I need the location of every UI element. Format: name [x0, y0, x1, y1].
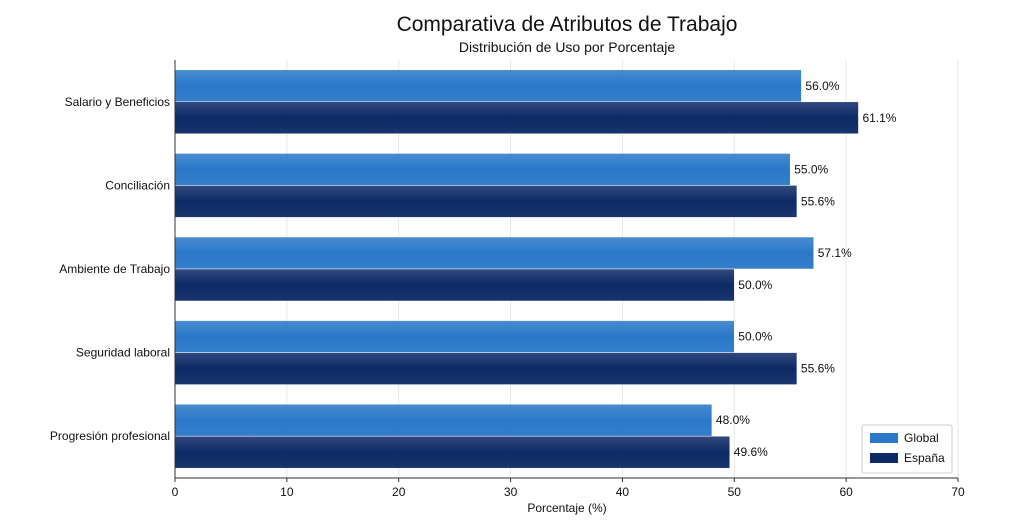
chart-subtitle: Distribución de Uso por Porcentaje [459, 39, 676, 55]
data-label: 55.0% [794, 162, 828, 176]
data-label: 61.1% [862, 111, 896, 125]
bars-layer [174, 69, 859, 469]
category-label: Salario y Beneficios [65, 95, 170, 109]
x-tick-label: 50 [728, 485, 742, 499]
legend: Global España [861, 424, 953, 474]
category-label: Progresión profesional [50, 429, 170, 443]
bar-espa-a-2 [174, 268, 735, 302]
legend-label: Global [904, 431, 939, 445]
bar-espa-a-4 [174, 435, 731, 469]
labels-layer: 56.0% 61.1% Salario y Beneficios 55.0% 55.6%… [50, 79, 897, 459]
bar-espa-a-1 [174, 185, 798, 218]
bar-espa-a-0 [174, 101, 859, 135]
category-label: Ambiente de Trabajo [59, 262, 170, 276]
data-label: 56.0% [805, 79, 839, 93]
x-tick-label: 40 [616, 485, 630, 499]
axes-layer: 0 10 20 30 40 50 60 70 [172, 60, 965, 499]
category-label: Seguridad laboral [76, 346, 170, 360]
bar-global-0 [174, 69, 802, 103]
x-tick-label: 0 [172, 485, 179, 499]
data-label: 57.1% [818, 246, 852, 260]
data-label: 50.0% [738, 330, 772, 344]
bar-global-1 [174, 153, 791, 186]
bar-global-4 [174, 403, 713, 437]
data-label: 49.6% [734, 445, 768, 459]
data-label: 50.0% [738, 278, 772, 292]
x-tick-label: 30 [504, 485, 518, 499]
bar-global-3 [174, 320, 735, 353]
x-tick-label: 20 [392, 485, 406, 499]
x-axis-label: Porcentaje (%) [527, 501, 606, 515]
x-tick-label: 60 [839, 485, 853, 499]
x-tick-label: 10 [280, 485, 294, 499]
bar-global-2 [174, 236, 814, 270]
data-label: 48.0% [716, 413, 750, 427]
data-label: 55.6% [801, 362, 835, 376]
legend-swatch [870, 453, 898, 463]
x-tick-label: 70 [951, 485, 965, 499]
legend-swatch [870, 433, 898, 443]
data-label: 55.6% [801, 194, 835, 208]
legend-label: España [904, 451, 945, 465]
category-label: Conciliación [105, 178, 170, 192]
chart-title: Comparativa de Atributos de Trabajo [397, 13, 738, 36]
bar-espa-a-3 [174, 352, 798, 385]
